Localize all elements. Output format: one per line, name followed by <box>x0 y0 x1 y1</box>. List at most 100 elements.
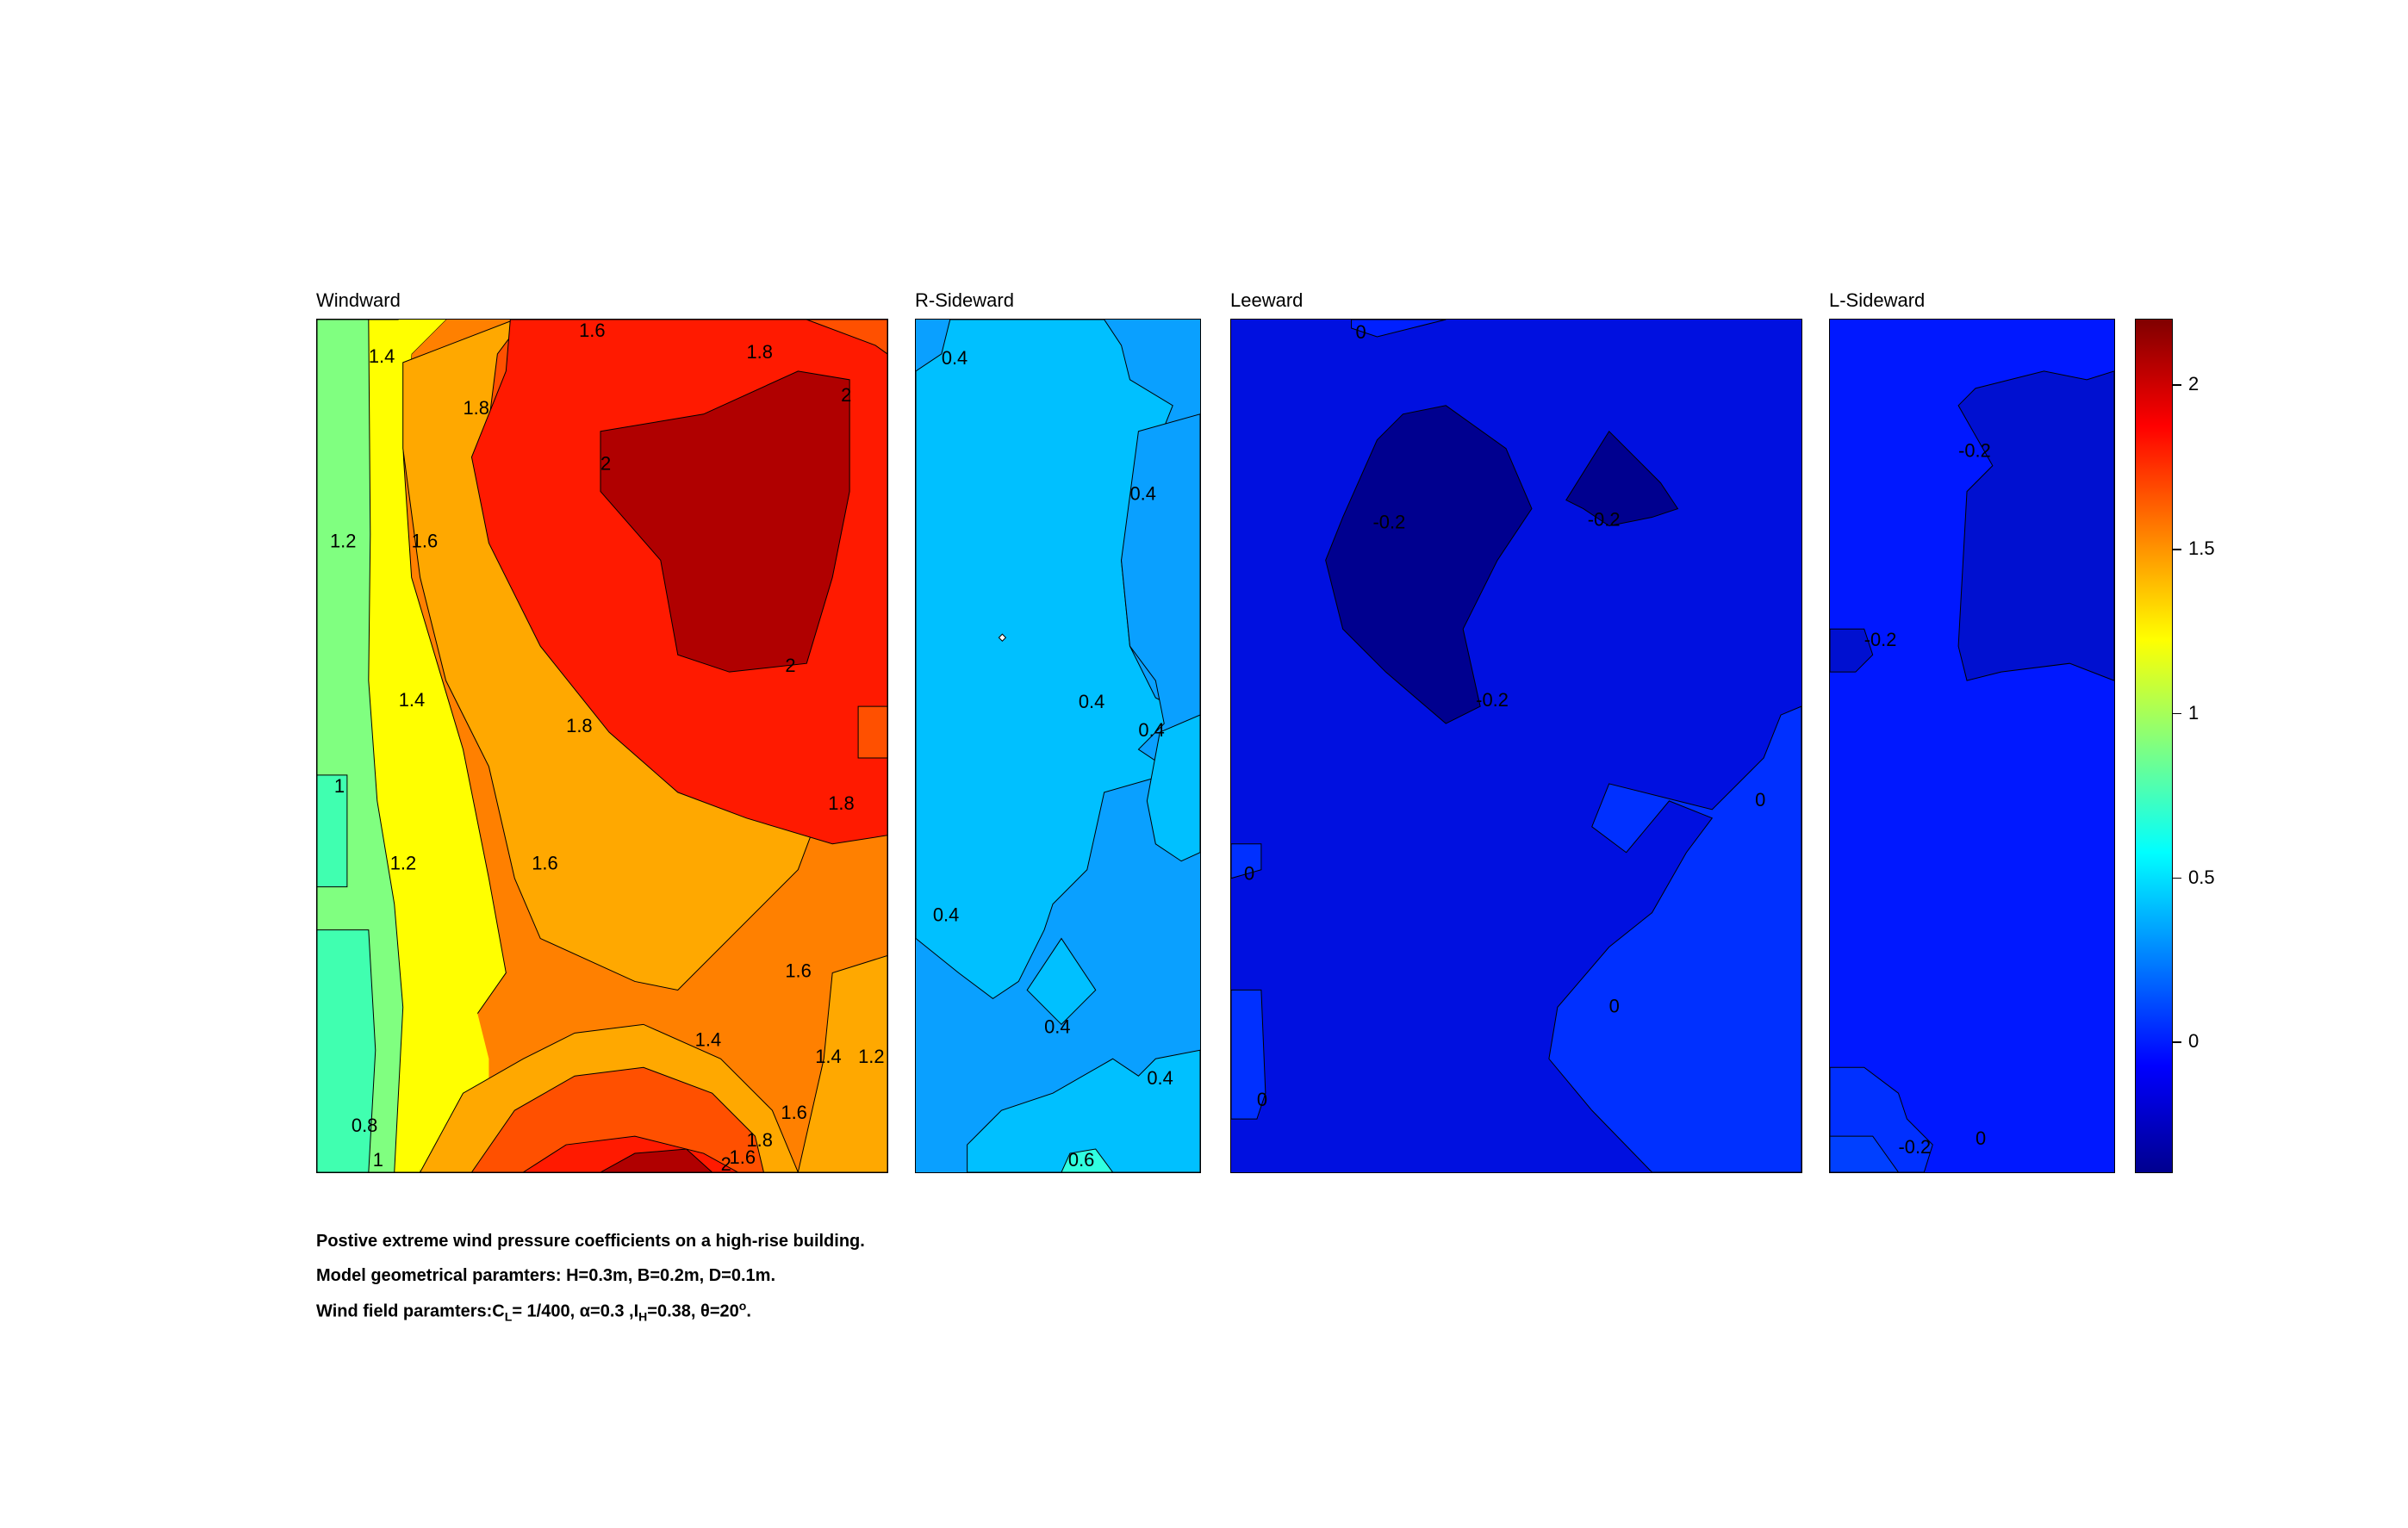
fill-level-0.8b <box>317 929 376 1172</box>
fill-level-0.6 <box>1061 1148 1114 1172</box>
caption-ih-value: =0.38, θ=20 <box>647 1301 739 1321</box>
r-sideward-contour: 0.4 0.4 0.4 0.4 0.4 0.4 0.4 0.6 <box>916 320 1200 1172</box>
contour-label: 1.6 <box>730 1146 756 1168</box>
fill-level-neg-0.2b <box>1565 430 1679 527</box>
fill-level-0.4-diamond <box>1026 937 1097 1026</box>
contour-label: 0.8 <box>352 1115 377 1136</box>
colorbar-tick-label: 1.5 <box>2188 537 2215 560</box>
colorbar-tick <box>2173 549 2181 550</box>
contour-label: 1.6 <box>412 530 438 551</box>
fill-level-pos-left <box>1231 843 1262 879</box>
r-sideward-contour-labels: 0.4 0.4 0.4 0.4 0.4 0.4 0.4 0.6 <box>933 347 1173 1171</box>
contour-label: -0.2 <box>1864 629 1897 650</box>
r-sideward-panel: 0.4 0.4 0.4 0.4 0.4 0.4 0.4 0.6 <box>915 319 1201 1173</box>
colorbar-tick <box>2173 712 2181 715</box>
fill-level-1.2-band <box>317 320 489 1172</box>
fill-level-top <box>1351 320 1447 338</box>
fill-level-pos-corner <box>1830 1135 1900 1172</box>
colorbar-tick-label: 1 <box>2188 701 2200 724</box>
contour-label: 0 <box>1609 995 1620 1016</box>
contour-label: 1.6 <box>785 960 811 981</box>
contour-label: 0.4 <box>933 904 959 926</box>
contour-label: -0.2 <box>1899 1136 1932 1158</box>
colorbar-tick-label: 0 <box>2188 1030 2200 1053</box>
contour-label: 0 <box>1244 863 1254 885</box>
fill-level-0.8a <box>317 774 348 888</box>
caption-line-3: Wind field paramters:CL= 1/400, α=0.3 ,I… <box>316 1299 751 1324</box>
contour-label: 0 <box>1976 1127 1986 1149</box>
fill-level-0.45 <box>1146 714 1200 862</box>
colorbar <box>2135 319 2173 1173</box>
contour-label: 1.4 <box>695 1028 721 1050</box>
contour-label: 1.4 <box>369 345 395 367</box>
contour-label: 0.4 <box>1129 483 1155 505</box>
contour-label: 1 <box>334 775 345 797</box>
colorbar-tick <box>2173 384 2181 386</box>
contour-label: 0.6 <box>1068 1149 1094 1171</box>
contour-label: 1.6 <box>579 320 605 341</box>
contour-label: 1.4 <box>399 689 425 711</box>
fill-level-pos-left2 <box>1231 989 1266 1120</box>
colorbar-tick-label: 2 <box>2188 373 2200 395</box>
caption-ih-subscript: H <box>638 1309 648 1324</box>
contour-label: 1.8 <box>566 715 592 736</box>
caption-suffix: . <box>746 1301 751 1321</box>
contour-label: -0.2 <box>1588 509 1621 531</box>
leeward-contour: 0 -0.2 -0.2 -0.2 0 0 0 0 <box>1231 320 1801 1172</box>
fill-level-1.6-notch <box>857 705 887 759</box>
contour-label: -0.2 <box>1476 689 1509 711</box>
colorbar-tick <box>2173 1041 2181 1043</box>
contour-label: 1.8 <box>828 792 854 814</box>
leeward-contour-labels: 0 -0.2 -0.2 -0.2 0 0 0 0 <box>1244 321 1765 1110</box>
fill-marker <box>998 633 1007 642</box>
contour-label: 1.8 <box>463 397 488 419</box>
fill-level-2.0 <box>600 370 850 673</box>
contour-label: 1.4 <box>815 1046 841 1067</box>
contour-label: 0.4 <box>942 347 968 369</box>
contour-label: 0 <box>1257 1089 1267 1110</box>
contour-label: 0.4 <box>1138 719 1164 741</box>
contour-label: 1.8 <box>746 1129 772 1151</box>
fill-level-neg-0.2 <box>1957 370 2114 681</box>
l-sideward-panel: -0.2 -0.2 -0.2 0 <box>1829 319 2115 1173</box>
leeward-panel: 0 -0.2 -0.2 -0.2 0 0 0 0 <box>1230 319 1802 1173</box>
caption-alpha: α=0.3 ,I <box>579 1301 639 1321</box>
windward-panel: 1.4 1.6 1.8 1.8 2 2 2 1.2 1.6 1.4 1.8 1.8 1 1.6 1.2 1.6… <box>316 319 888 1173</box>
panel-title-r-sideward: R-Sideward <box>915 289 1014 311</box>
fill-level-0.4-bottom <box>967 1049 1200 1172</box>
fill-level-neg-0.2-left <box>1830 628 1874 673</box>
contour-label: 0.4 <box>1079 691 1104 712</box>
panel-title-l-sideward: L-Sideward <box>1829 289 1926 311</box>
l-sideward-contour-labels: -0.2 -0.2 -0.2 0 <box>1864 440 1991 1158</box>
colorbar-tick-label: 0.5 <box>2188 866 2215 888</box>
fill-level-2.0-bottom <box>600 1148 713 1172</box>
l-sideward-contour: -0.2 -0.2 -0.2 0 <box>1830 320 2114 1172</box>
caption-line-3-prefix: Wind field paramters:C <box>316 1301 505 1321</box>
contour-label: 1.6 <box>781 1102 806 1123</box>
contour-label: 1.6 <box>532 853 557 874</box>
contour-label: 2 <box>785 655 795 676</box>
caption-cl-value: = 1/400, <box>512 1301 580 1321</box>
contour-label: -0.2 <box>1373 512 1406 533</box>
contour-label: 2 <box>600 453 611 475</box>
caption-line-2: Model geometrical paramters: H=0.3m, B=0… <box>316 1266 775 1285</box>
panel-title-windward: Windward <box>316 289 401 311</box>
caption-cl-subscript: L <box>504 1309 513 1324</box>
contour-label: 1.2 <box>390 853 416 874</box>
contour-label: 0.4 <box>1147 1067 1173 1089</box>
panel-title-leeward: Leeward <box>1230 289 1304 311</box>
contour-label: 0 <box>1755 789 1765 811</box>
contour-label: 1 <box>373 1149 383 1171</box>
contour-label: 1.2 <box>330 530 356 551</box>
fill-level-1.6-bottom <box>470 1066 764 1172</box>
contour-label: 1.2 <box>858 1046 884 1067</box>
fill-level-neg-0.2a <box>1325 405 1533 724</box>
contour-label: -0.2 <box>1958 440 1991 462</box>
caption-degree: o <box>738 1299 747 1313</box>
colorbar-tick <box>2173 877 2181 879</box>
fill-level-0.4-right <box>1121 413 1200 776</box>
contour-label: 2 <box>841 384 851 406</box>
